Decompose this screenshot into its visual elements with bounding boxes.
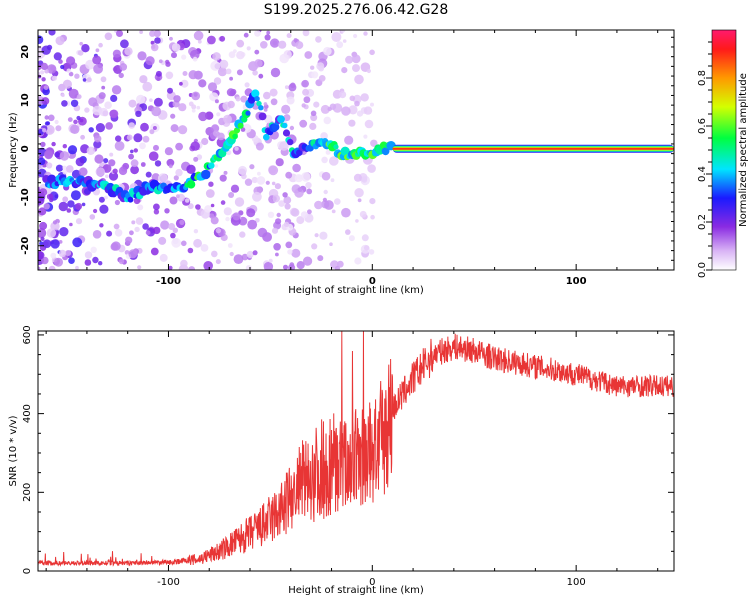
snr-ytick-label: 200 xyxy=(22,483,33,502)
spectrogram-ytick-label: -20 xyxy=(20,237,31,255)
spectrogram-xlabel: Height of straight line (km) xyxy=(288,285,424,296)
colorbar-tick-label: 0.6 xyxy=(697,118,708,134)
colorbar-tick-label: 0.4 xyxy=(697,166,708,182)
spectrogram-xtick-label: 100 xyxy=(566,276,587,287)
spectrogram-ytick-label: -10 xyxy=(20,188,31,206)
spectrogram-ytick-label: 20 xyxy=(20,45,31,59)
spectrogram-xtick-label: 0 xyxy=(369,276,376,287)
snr-xtick-label: -100 xyxy=(157,577,180,588)
spectrogram-ylabel: Frequency (Hz) xyxy=(8,112,19,188)
snr-ylabel: SNR (10 * v/v) xyxy=(8,415,19,486)
snr-ytick-label: 400 xyxy=(22,404,33,423)
colorbar-label: Normalized spectral amplitude xyxy=(738,73,749,227)
colorbar-tick-label: 0.0 xyxy=(697,262,708,278)
snr-panel: -100 0 100 0 200 400 600 Height of straight li… xyxy=(8,325,675,596)
snr-frame xyxy=(37,330,675,572)
snr-ticks: -100 0 100 0 200 400 600 xyxy=(22,325,674,588)
spectrogram-ytick-label: 10 xyxy=(20,93,31,107)
colorbar: 0.0 0.2 0.4 0.6 0.8 Normalized spectral ampl… xyxy=(697,29,749,278)
snr-ytick-label: 600 xyxy=(22,325,33,344)
spectrogram-frame xyxy=(37,29,675,271)
snr-xlabel: Height of straight line (km) xyxy=(288,585,424,596)
spectrogram-heatmap xyxy=(38,30,674,270)
colorbar-gradient xyxy=(711,29,737,271)
colorbar-tick-label: 0.2 xyxy=(697,214,708,230)
figure-title: S199.2025.276.06.42.G28 xyxy=(264,2,449,18)
colorbar-ticks: 0.0 0.2 0.4 0.6 0.8 xyxy=(697,41,712,278)
snr-series-line xyxy=(38,331,674,567)
snr-xtick-label: 0 xyxy=(369,577,375,588)
snr-ytick-label: 0 xyxy=(22,568,33,574)
snr-xtick-label: 100 xyxy=(567,577,586,588)
spectrogram-xtick-label: -100 xyxy=(156,276,181,287)
colorbar-tick-label: 0.8 xyxy=(697,70,708,86)
spectrogram-ytick-label: 0 xyxy=(20,145,31,152)
